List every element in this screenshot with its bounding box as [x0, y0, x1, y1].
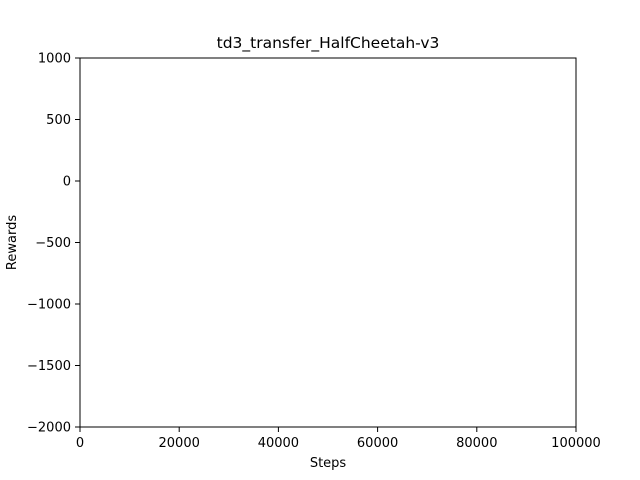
x-axis-label: Steps	[310, 456, 347, 471]
y-tick-label: 0	[63, 175, 71, 190]
x-tick-label: 100000	[551, 436, 601, 451]
x-tick-label: 0	[76, 436, 84, 451]
y-tick-label: 500	[46, 113, 71, 128]
x-tick-label: 40000	[258, 436, 299, 451]
y-tick-label: −1000	[27, 298, 71, 313]
x-tick-label: 20000	[159, 436, 200, 451]
y-tick-label: −1500	[27, 359, 71, 374]
x-tick-label: 80000	[456, 436, 497, 451]
y-tick-label: −500	[35, 236, 71, 251]
y-tick-label: −2000	[27, 421, 71, 436]
y-axis-ticks: 1000 500 0 −500 −1000 −1500 −2000	[27, 52, 80, 436]
x-axis-ticks: 0 20000 40000 60000 80000 100000	[76, 427, 601, 451]
y-axis-label: Rewards	[5, 215, 20, 270]
y-tick-label: 1000	[38, 52, 71, 67]
plot-area	[79, 57, 577, 428]
chart-title: td3_transfer_HalfCheetah-v3	[217, 34, 440, 53]
x-tick-label: 60000	[357, 436, 398, 451]
